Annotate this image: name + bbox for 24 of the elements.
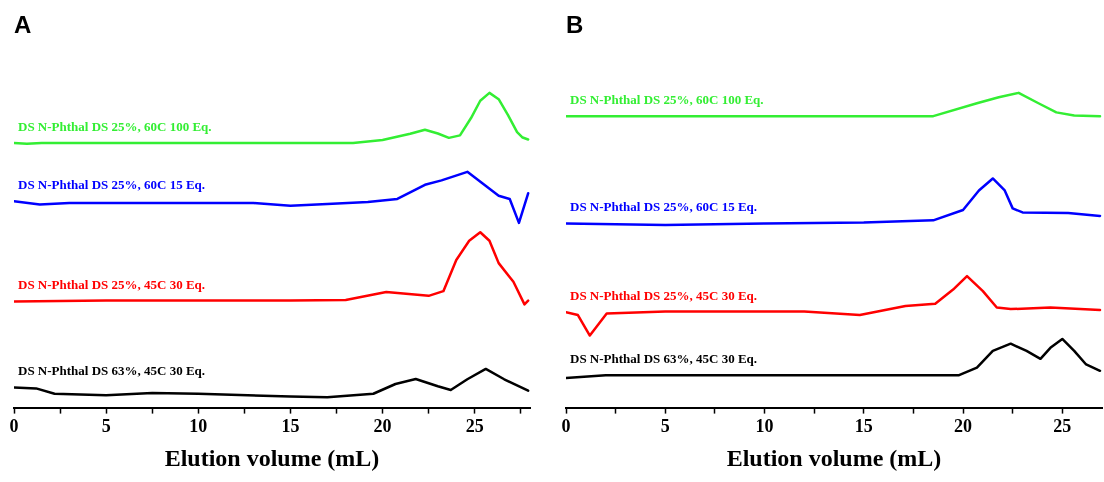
x-tick-label: 20 [954,416,973,437]
series-label: DS N-Phthal DS 25%, 60C 100 Eq. [18,118,212,134]
x-tick-label: 10 [189,416,208,437]
series-label: DS N-Phthal DS 25%, 60C 15 Eq. [570,199,758,215]
x-axis-title: Elution volume (mL) [726,444,942,471]
x-tick-label: 0 [9,416,19,437]
series-label: DS N-Phthal DS 25%, 45C 30 Eq. [18,276,206,292]
x-tick-label: 15 [281,416,300,437]
x-tick-label: 10 [755,416,774,437]
x-tick-label: 5 [660,416,670,437]
x-tick-label: 25 [465,416,484,437]
x-tick-label: 5 [101,416,111,437]
series-label: DS N-Phthal DS 25%, 45C 30 Eq. [570,288,758,304]
x-tick-label: 20 [373,416,392,437]
x-tick-label: 15 [854,416,873,437]
x-tick-label: 0 [561,416,571,437]
chart-title: A [14,11,32,39]
series-label: DS N-Phthal DS 63%, 45C 30 Eq. [18,363,206,379]
series-label: DS N-Phthal DS 63%, 45C 30 Eq. [570,351,758,367]
series-label: DS N-Phthal DS 25%, 60C 15 Eq. [18,177,206,193]
series-label: DS N-Phthal DS 25%, 60C 100 Eq. [570,92,764,108]
chart-title: B [566,11,584,39]
x-tick-label: 25 [1053,416,1072,437]
x-axis-title: Elution volume (mL) [164,444,380,471]
